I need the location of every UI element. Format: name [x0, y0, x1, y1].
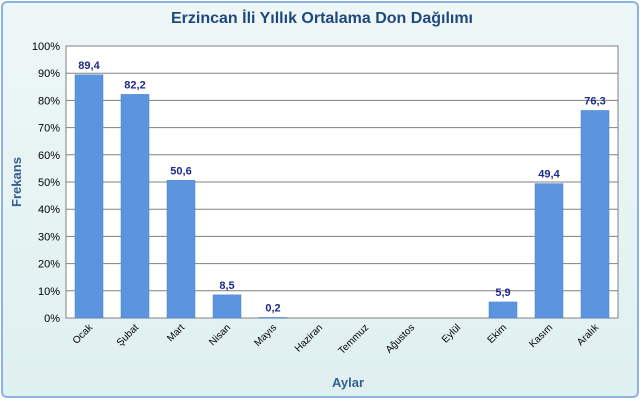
data-label: 5,9	[495, 287, 510, 299]
y-tick-label: 90%	[38, 68, 60, 80]
x-tick-label: Aralık	[575, 322, 602, 349]
x-tick-label: Ağustos	[384, 322, 417, 355]
x-tick-label: Şubat	[115, 322, 141, 348]
data-label: 0,2	[265, 302, 280, 314]
x-axis-title: Aylar	[332, 375, 364, 390]
bar-2	[166, 180, 196, 319]
y-tick-label: 80%	[38, 95, 60, 107]
data-label: 8,5	[219, 280, 234, 292]
x-tick-label: Kasım	[527, 322, 555, 350]
x-tick-label: Mart	[165, 322, 187, 344]
bar-1	[120, 94, 150, 319]
y-tick-label: 40%	[38, 204, 60, 216]
data-label: 50,6	[170, 165, 191, 177]
data-labels: 89,4 82,2 50,6 8,5 0,2 5,9 49,4 76,3	[78, 60, 605, 315]
bar-0	[74, 74, 104, 319]
y-tick-label: 20%	[38, 259, 60, 271]
y-tick-label: 100%	[32, 41, 60, 53]
x-tick-label: Mayıs	[252, 322, 279, 349]
x-tick-labels: Ocak Şubat Mart Nisan Mayıs Haziran Temmuz Ağus…	[71, 322, 602, 357]
x-tick-label: Nisan	[207, 322, 233, 348]
y-tick-label: 10%	[38, 286, 60, 298]
bar-10	[534, 183, 564, 319]
bar-3	[212, 294, 242, 319]
y-tick-labels: 0% 10% 20% 30% 40% 50% 60% 70% 80% 90% 100%	[32, 41, 60, 325]
data-label: 89,4	[78, 60, 100, 72]
y-tick-label: 50%	[38, 177, 60, 189]
data-label: 82,2	[124, 79, 145, 91]
data-label: 49,4	[538, 169, 560, 181]
bar-9	[488, 301, 518, 319]
y-tick-label: 30%	[38, 231, 60, 243]
bars	[74, 74, 610, 319]
data-label: 76,3	[584, 95, 605, 107]
y-axis-title: Frekans	[9, 157, 24, 207]
x-tick-label: Temmuz	[337, 322, 372, 357]
chart-title: Erzincan İli Yıllık Ortalama Don Dağılım…	[170, 10, 473, 27]
y-tick-label: 0%	[44, 313, 60, 325]
gridlines	[66, 72, 618, 292]
x-tick-label: Ekim	[486, 322, 510, 346]
bar-4	[258, 317, 288, 319]
y-tick-label: 60%	[38, 150, 60, 162]
bar-11	[580, 110, 610, 319]
x-tick-label: Haziran	[293, 322, 325, 354]
x-tick-label: Eylül	[440, 322, 463, 345]
x-tick-label: Ocak	[71, 322, 96, 347]
y-tick-label: 70%	[38, 123, 60, 135]
